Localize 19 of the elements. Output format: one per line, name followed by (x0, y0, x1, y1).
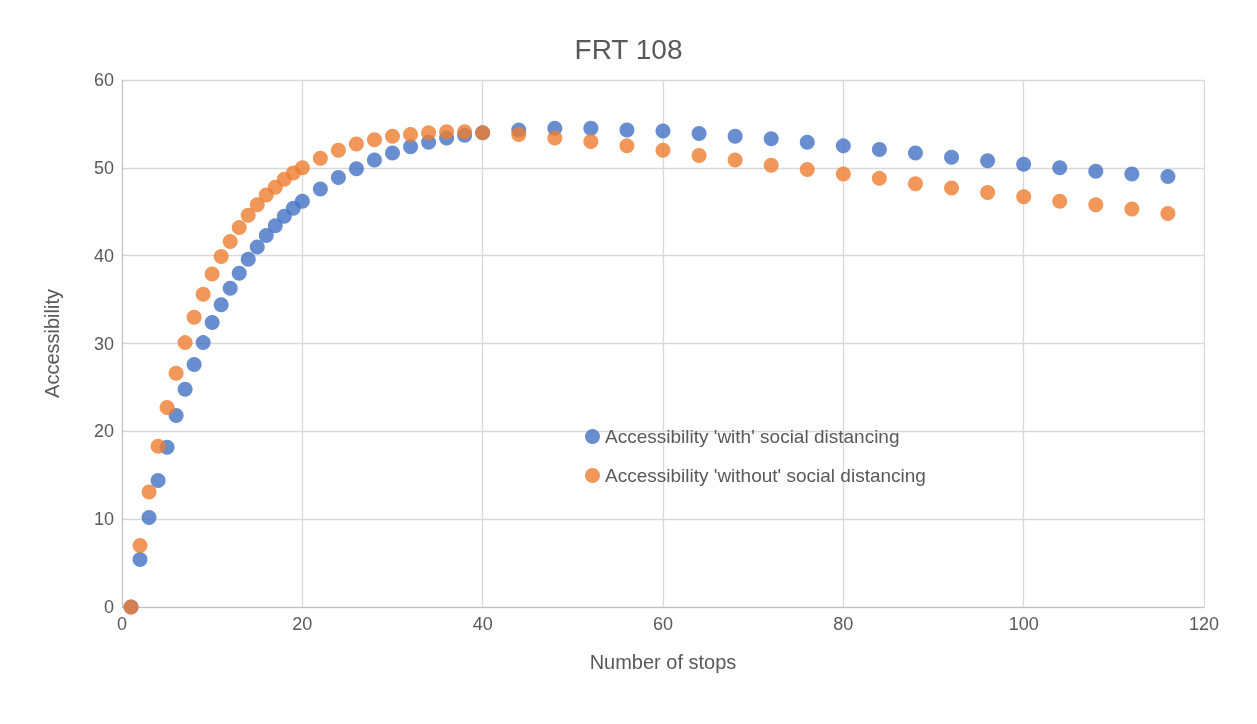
x-tick-label: 60 (652, 614, 674, 634)
x-tick-label: 80 (833, 614, 854, 634)
chart-title: FRT 108 (574, 33, 683, 65)
legend-label: Accessibility 'with' social distancing (605, 426, 900, 447)
legend-label: Accessibility 'without' social distancing (605, 465, 926, 486)
y-axis-title: Accessibility (41, 289, 63, 398)
y-tick-label: 10 (93, 509, 114, 530)
x-tick-label: 0 (116, 614, 128, 634)
y-tick-label: 20 (93, 421, 114, 442)
y-tick-label: 30 (93, 333, 114, 354)
y-tick-label: 40 (93, 245, 114, 266)
x-axis-title: Number of stops (589, 651, 737, 673)
x-tick-label: 40 (472, 614, 493, 634)
x-tick-label: 20 (292, 614, 313, 634)
y-tick-label: 60 (93, 70, 114, 90)
y-tick-label: 0 (103, 597, 114, 617)
y-tick-label: 50 (93, 157, 114, 178)
x-tick-label: 120 (1188, 614, 1220, 634)
x-tick-label: 100 (1008, 614, 1039, 634)
